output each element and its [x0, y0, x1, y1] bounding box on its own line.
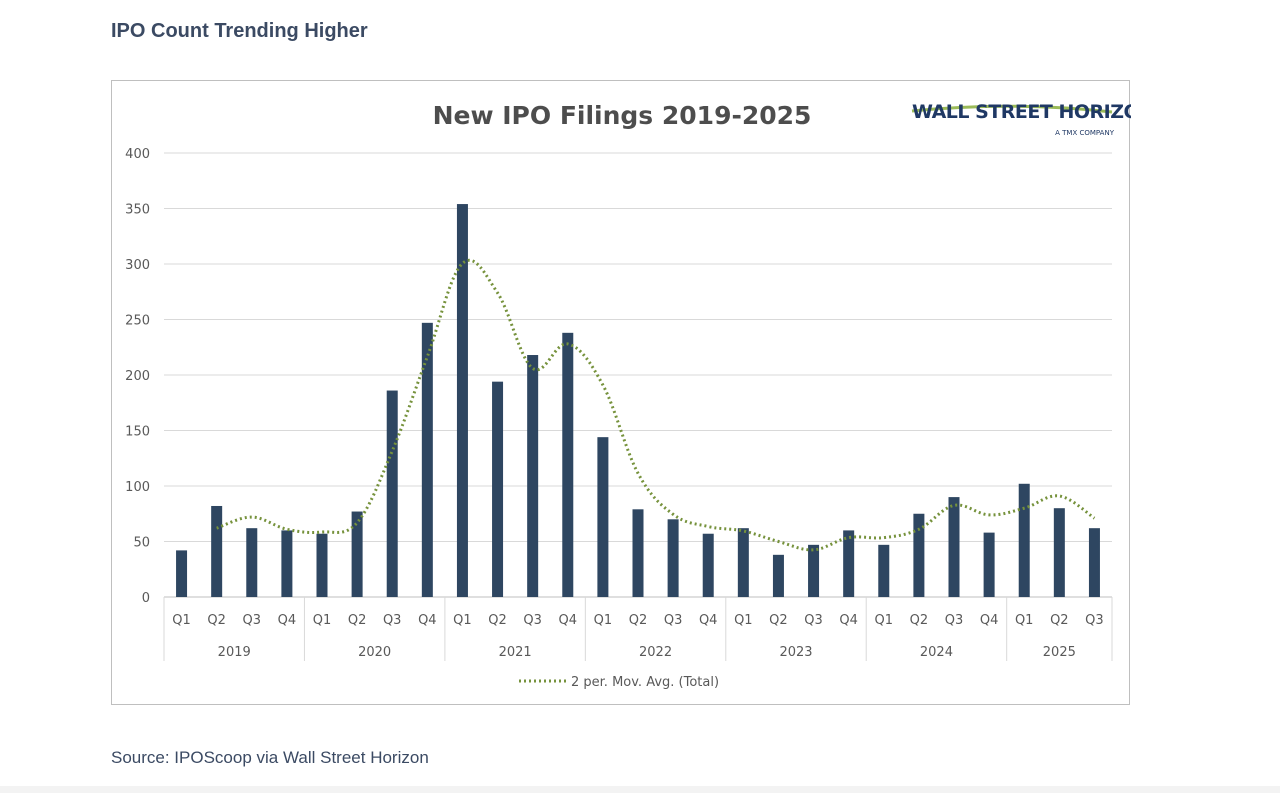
x-axis: Q1 Q2 Q3 Q4 Q1 Q2 Q3 Q4 Q1 Q2 Q3 Q4 Q1 Q2 Q3 Q4 Q1 Q2 Q3 Q4… — [163, 597, 1113, 661]
year-label: 2024 — [920, 645, 953, 660]
y-tick-label: 100 — [125, 480, 150, 495]
y-tick-label: 350 — [125, 203, 150, 218]
bar — [456, 204, 468, 597]
bar — [351, 511, 363, 597]
page-heading: IPO Count Trending Higher — [111, 20, 368, 42]
bar — [1018, 483, 1030, 597]
x-tick-label: Q4 — [980, 613, 999, 628]
legend-label: 2 per. Mov. Avg. (Total) — [571, 675, 719, 690]
x-tick-label: Q4 — [559, 613, 578, 628]
x-tick-label: Q1 — [594, 613, 613, 628]
bar — [843, 530, 855, 597]
year-label: 2019 — [218, 645, 251, 660]
bar — [421, 322, 433, 597]
x-tick-label: Q1 — [1015, 613, 1034, 628]
x-tick-label: Q3 — [945, 613, 964, 628]
logo-wordmark: WALL STREET HORIZON — [912, 101, 1131, 123]
bar — [772, 554, 784, 597]
x-tick-label: Q3 — [1085, 613, 1104, 628]
x-tick-label: Q1 — [172, 613, 191, 628]
bar — [562, 332, 574, 597]
bar — [1053, 508, 1065, 597]
bar — [808, 544, 820, 597]
x-tick-label: Q1 — [734, 613, 753, 628]
y-tick-label: 250 — [125, 314, 150, 329]
chart-frame: New IPO Filings 2019-2025 WALL STREET HO… — [111, 80, 1131, 705]
bar — [211, 505, 223, 597]
gridlines: 0 50 100 150 200 250 300 350 400 — [125, 147, 1112, 606]
y-tick-label: 150 — [125, 425, 150, 440]
bar — [983, 532, 995, 597]
bar — [246, 528, 258, 597]
x-tick-label: Q2 — [910, 613, 929, 628]
bar — [176, 550, 188, 597]
x-tick-label: Q4 — [699, 613, 718, 628]
x-tick-label: Q3 — [243, 613, 262, 628]
ipo-chart: New IPO Filings 2019-2025 WALL STREET HO… — [125, 101, 1131, 690]
bar — [316, 533, 328, 597]
bar — [702, 533, 714, 597]
bar — [281, 530, 293, 597]
wall-street-horizon-logo: WALL STREET HORIZON A TMX COMPANY — [911, 101, 1131, 137]
bar — [667, 519, 679, 597]
y-tick-label: 300 — [125, 258, 150, 273]
x-tick-label: Q3 — [383, 613, 402, 628]
x-tick-label: Q4 — [839, 613, 858, 628]
x-tick-label: Q1 — [453, 613, 472, 628]
x-tick-label: Q1 — [875, 613, 894, 628]
y-tick-label: 200 — [125, 369, 150, 384]
logo-tagline: A TMX COMPANY — [1055, 129, 1115, 137]
bar — [527, 355, 539, 597]
y-tick-label: 0 — [142, 591, 150, 606]
source-note: Source: IPOScoop via Wall Street Horizon — [111, 748, 429, 767]
x-tick-label: Q4 — [418, 613, 437, 628]
bottom-strip — [0, 786, 1280, 793]
x-tick-label: Q4 — [278, 613, 297, 628]
x-tick-label: Q2 — [488, 613, 507, 628]
x-tick-label: Q2 — [207, 613, 226, 628]
year-label: 2020 — [358, 645, 391, 660]
y-tick-label: 400 — [125, 147, 150, 162]
bar — [632, 509, 644, 597]
x-tick-label: Q2 — [629, 613, 648, 628]
bar — [948, 497, 960, 597]
moving-average-path — [216, 259, 1096, 552]
bar — [492, 381, 504, 597]
x-tick-label: Q2 — [769, 613, 788, 628]
year-label: 2025 — [1043, 645, 1076, 660]
x-tick-label: Q2 — [348, 613, 367, 628]
moving-average-line — [216, 259, 1096, 552]
year-label: 2021 — [499, 645, 532, 660]
x-tick-label: Q3 — [664, 613, 683, 628]
bar — [597, 437, 609, 597]
legend: 2 per. Mov. Avg. (Total) — [519, 675, 719, 690]
bar — [737, 528, 749, 597]
x-tick-label: Q3 — [804, 613, 823, 628]
year-label: 2023 — [779, 645, 812, 660]
bar — [386, 390, 398, 597]
bar — [913, 513, 925, 597]
y-tick-label: 50 — [133, 536, 150, 551]
bar — [878, 544, 890, 597]
chart-title: New IPO Filings 2019-2025 — [433, 101, 812, 130]
bar — [1088, 528, 1100, 597]
year-label: 2022 — [639, 645, 672, 660]
x-tick-label: Q1 — [313, 613, 332, 628]
x-tick-label: Q2 — [1050, 613, 1069, 628]
x-tick-label: Q3 — [523, 613, 542, 628]
bars — [176, 204, 1100, 597]
